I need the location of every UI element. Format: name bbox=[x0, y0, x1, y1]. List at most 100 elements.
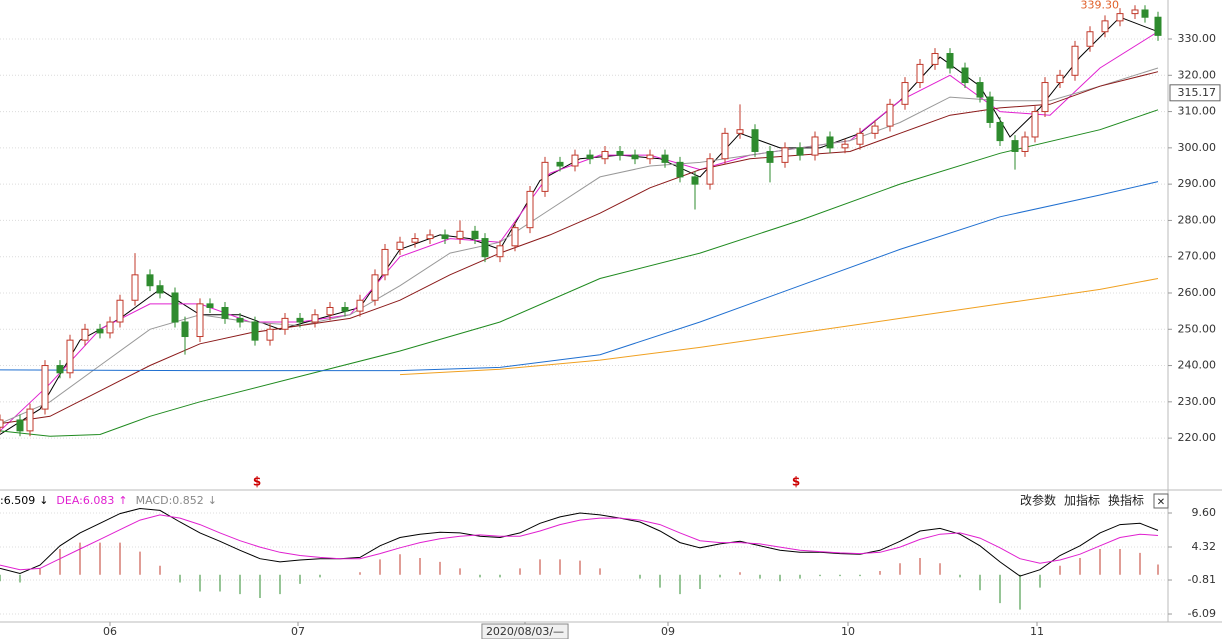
candle-body bbox=[1116, 13, 1124, 22]
candle-body bbox=[976, 82, 984, 98]
candle-body bbox=[781, 147, 789, 163]
candle-body bbox=[916, 63, 924, 84]
candle-body bbox=[251, 321, 259, 341]
candle-body bbox=[206, 303, 214, 308]
y-tick-label: 250.00 bbox=[1178, 322, 1217, 335]
candle-body bbox=[236, 317, 244, 323]
candle-body bbox=[171, 292, 179, 323]
y-tick-label: 300.00 bbox=[1178, 141, 1217, 154]
candle-body bbox=[181, 321, 189, 338]
candle-body bbox=[116, 299, 124, 323]
candle-body bbox=[1131, 9, 1139, 15]
candle-body bbox=[661, 154, 669, 163]
candle-body bbox=[616, 150, 624, 156]
candle-body bbox=[706, 158, 714, 185]
candle-body bbox=[16, 419, 24, 432]
candle-body bbox=[411, 238, 419, 243]
macd-line bbox=[0, 514, 1159, 571]
indicator-button[interactable]: 加指标 bbox=[1064, 493, 1100, 508]
macd-line bbox=[0, 507, 1159, 577]
indicator-value: MACD:0.852 bbox=[136, 494, 204, 507]
y-tick-label: 4.32 bbox=[1192, 540, 1217, 553]
candle-body bbox=[281, 317, 289, 330]
candle-body bbox=[371, 274, 379, 301]
close-button-box[interactable] bbox=[1153, 493, 1169, 509]
candle-body bbox=[826, 136, 834, 149]
candle-body bbox=[601, 150, 609, 160]
y-tick-label: 280.00 bbox=[1178, 213, 1217, 226]
indicator-button[interactable]: 改参数 bbox=[1020, 493, 1056, 508]
candle-body bbox=[586, 154, 594, 160]
candle-body bbox=[721, 132, 729, 160]
y-tick-label: 230.00 bbox=[1178, 395, 1217, 408]
candle-body bbox=[326, 306, 334, 316]
indicator-arrow: ↓ bbox=[39, 494, 48, 507]
candle-body bbox=[676, 161, 684, 178]
candle-body bbox=[556, 161, 564, 167]
y-tick-label: 260.00 bbox=[1178, 286, 1217, 299]
indicator-value: :6.509 bbox=[0, 494, 35, 507]
candle-body bbox=[156, 285, 164, 294]
x-tick-label: 2020/08/03/— bbox=[486, 625, 564, 638]
candle-body bbox=[511, 227, 519, 247]
candle-body bbox=[1031, 111, 1039, 138]
candle-body bbox=[456, 230, 464, 240]
candle-body bbox=[886, 103, 894, 127]
candle-body bbox=[1154, 16, 1162, 36]
candle-body bbox=[571, 154, 579, 167]
y-tick-label: 240.00 bbox=[1178, 359, 1217, 372]
moving-average-line bbox=[0, 16, 1159, 435]
candle-body bbox=[1141, 9, 1149, 18]
moving-average-line bbox=[0, 181, 1159, 372]
candle-body bbox=[266, 328, 274, 341]
candle-body bbox=[381, 248, 389, 276]
candle-body bbox=[96, 328, 104, 334]
candle-body bbox=[26, 408, 34, 432]
y-tick-label: 310.00 bbox=[1178, 105, 1217, 118]
y-tick-label: 320.00 bbox=[1178, 68, 1217, 81]
x-tick-label: 11 bbox=[1030, 625, 1044, 638]
last-price-box bbox=[1169, 84, 1221, 102]
y-tick-label: 330.00 bbox=[1178, 32, 1217, 45]
candle-body bbox=[471, 230, 479, 240]
moving-average-line bbox=[0, 67, 1159, 425]
y-tick-label: -0.81 bbox=[1188, 573, 1216, 586]
candle-body bbox=[931, 53, 939, 65]
candle-body bbox=[841, 143, 849, 149]
candle-body bbox=[946, 53, 954, 69]
candle-body bbox=[56, 365, 64, 374]
candle-body bbox=[871, 125, 879, 134]
candle-body bbox=[0, 419, 4, 428]
candle-body bbox=[646, 154, 654, 160]
y-tick-label: 9.60 bbox=[1192, 506, 1217, 519]
indicator-arrow: ↑ bbox=[118, 494, 127, 507]
candle-body bbox=[691, 176, 699, 185]
moving-average-line bbox=[399, 278, 1159, 376]
candle-body bbox=[1041, 82, 1049, 113]
indicator-button[interactable]: 换指标 bbox=[1108, 493, 1144, 508]
candle-body bbox=[901, 82, 909, 105]
candle-body bbox=[41, 365, 49, 410]
max-price-label: 339.30 bbox=[1081, 0, 1120, 11]
candle-body bbox=[986, 96, 994, 123]
candle-body bbox=[1086, 31, 1094, 47]
candle-body bbox=[526, 190, 534, 229]
candle-body bbox=[131, 274, 139, 301]
candle-body bbox=[341, 306, 349, 312]
dividend-marker: $ bbox=[253, 475, 261, 489]
candle-body bbox=[196, 303, 204, 338]
candle-body bbox=[856, 132, 864, 145]
candle-body bbox=[1011, 140, 1019, 152]
candle-body bbox=[81, 328, 89, 341]
close-button[interactable]: ✕ bbox=[1157, 497, 1165, 508]
candle-body bbox=[106, 321, 114, 334]
candle-body bbox=[146, 274, 154, 287]
x-tick-label: 09 bbox=[661, 625, 675, 638]
candle-body bbox=[961, 67, 969, 84]
indicator-value: DEA:6.083 bbox=[56, 494, 114, 507]
y-tick-label: -6.09 bbox=[1188, 607, 1216, 620]
y-tick-label: 270.00 bbox=[1178, 250, 1217, 263]
candle-body bbox=[481, 238, 489, 258]
candle-body bbox=[441, 234, 449, 240]
